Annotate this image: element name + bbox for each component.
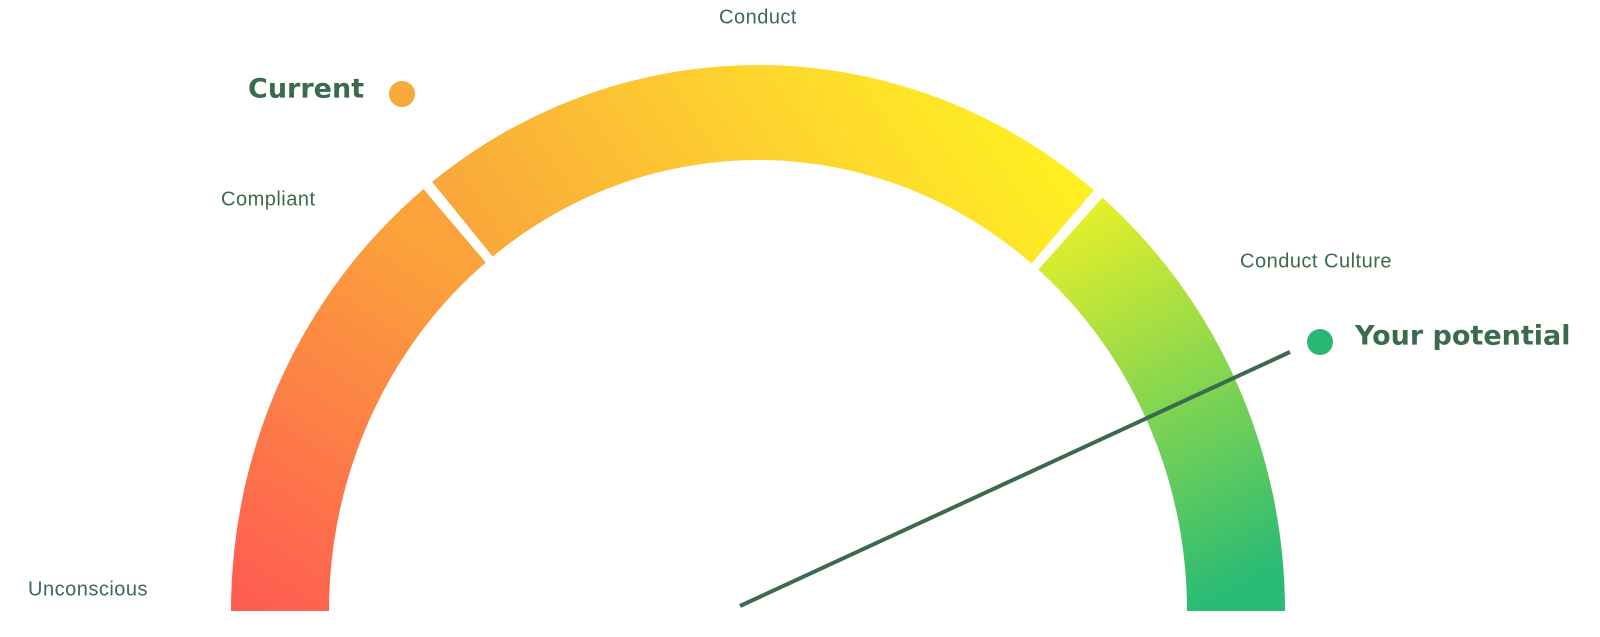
stage-label: Compliant — [221, 188, 316, 210]
needle — [739, 350, 1291, 608]
gauge-arcs — [231, 64, 1285, 611]
stage-label: Conduct Culture — [1240, 250, 1392, 272]
current-dot — [389, 81, 415, 107]
gauge-segment — [1038, 197, 1285, 611]
marker-label: Current — [248, 74, 364, 105]
gauge-segment — [432, 64, 1094, 264]
gauge-segment — [231, 189, 486, 611]
marker-label: Your potential — [1354, 321, 1571, 352]
potential-dot — [1307, 329, 1333, 355]
stage-label: Conduct — [719, 6, 797, 28]
stage-label: Unconscious — [28, 578, 148, 600]
